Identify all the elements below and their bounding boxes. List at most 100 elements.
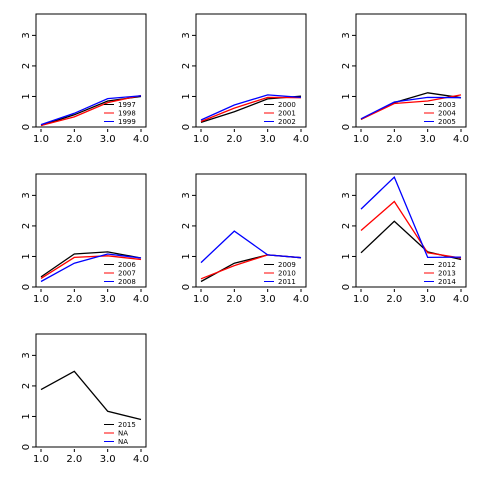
x-tick-label: 4.0 <box>293 294 309 305</box>
legend-label: 1997 <box>118 101 136 109</box>
x-tick-label: 4.0 <box>133 454 149 465</box>
x-tick-label: 4.0 <box>133 294 149 305</box>
x-tick-label: 3.0 <box>100 294 116 305</box>
x-tick-label: 1.0 <box>193 294 209 305</box>
legend-label: 2010 <box>278 270 296 278</box>
legend-label: 2006 <box>118 261 136 269</box>
legend-label: 2001 <box>278 110 296 118</box>
y-tick-label: 0 <box>21 284 32 290</box>
plot-frame <box>355 13 467 128</box>
y-tick-label: 0 <box>21 124 32 130</box>
y-tick-label: 2 <box>21 223 32 229</box>
x-tick-label: 4.0 <box>133 134 149 145</box>
x-tick-label: 1.0 <box>33 454 49 465</box>
x-tick-label: 1.0 <box>353 294 369 305</box>
plot-frame <box>355 173 467 288</box>
legend-label: 2013 <box>438 270 456 278</box>
series-line-2 <box>200 96 302 123</box>
legend-label: 2015 <box>118 421 136 429</box>
plot-frame <box>35 173 147 288</box>
x-tick-label: 2.0 <box>66 134 82 145</box>
y-tick-label: 0 <box>181 124 192 130</box>
x-tick-label: 2.0 <box>66 454 82 465</box>
y-tick-label: 3 <box>181 192 192 198</box>
y-tick-label: 3 <box>341 32 352 38</box>
y-tick-label: 1 <box>21 93 32 99</box>
plot-frame <box>35 333 147 448</box>
y-tick-label: 0 <box>21 444 32 450</box>
y-tick-label: 2 <box>341 63 352 69</box>
y-tick-label: 1 <box>181 253 192 259</box>
legend-label: 2011 <box>278 278 296 286</box>
y-tick-label: 1 <box>341 253 352 259</box>
x-tick-label: 3.0 <box>100 134 116 145</box>
series-line-3 <box>200 94 302 121</box>
series-line-1 <box>40 370 142 421</box>
y-tick-label: 2 <box>181 223 192 229</box>
legend-label: NA <box>118 438 128 446</box>
y-tick-label: 3 <box>21 192 32 198</box>
legend-label: 1998 <box>118 110 136 118</box>
legend-label: 2000 <box>278 101 296 109</box>
y-tick-label: 0 <box>341 284 352 290</box>
plot-frame <box>35 13 147 128</box>
y-tick-label: 2 <box>21 63 32 69</box>
legend-label: 2007 <box>118 270 136 278</box>
x-tick-label: 2.0 <box>386 294 402 305</box>
y-tick-label: 3 <box>181 32 192 38</box>
x-tick-label: 3.0 <box>260 134 276 145</box>
x-tick-label: 1.0 <box>193 134 209 145</box>
legend-label: 2003 <box>438 101 456 109</box>
series-line-3 <box>360 175 462 259</box>
y-tick-label: 2 <box>21 383 32 389</box>
y-tick-label: 3 <box>21 32 32 38</box>
series-line-2 <box>360 200 462 259</box>
plot-frame <box>195 173 307 288</box>
x-tick-label: 4.0 <box>453 134 469 145</box>
x-tick-label: 2.0 <box>226 294 242 305</box>
y-tick-label: 1 <box>21 253 32 259</box>
x-tick-label: 3.0 <box>420 134 436 145</box>
legend-label: 2002 <box>278 118 296 126</box>
series-line-3 <box>40 253 142 283</box>
legend-label: 2014 <box>438 278 456 286</box>
series-line-3 <box>360 96 462 120</box>
y-tick-label: 3 <box>21 352 32 358</box>
y-tick-label: 1 <box>181 93 192 99</box>
y-tick-label: 3 <box>341 192 352 198</box>
legend-label: NA <box>118 430 128 438</box>
x-tick-label: 2.0 <box>66 294 82 305</box>
series-line-3 <box>40 95 142 126</box>
plot-frame <box>195 13 307 128</box>
x-tick-label: 1.0 <box>353 134 369 145</box>
x-tick-label: 3.0 <box>420 294 436 305</box>
y-tick-label: 2 <box>181 63 192 69</box>
legend-label: 1999 <box>118 118 136 126</box>
series-line-2 <box>40 255 142 279</box>
legend-label: 2012 <box>438 261 456 269</box>
legend-label: 2005 <box>438 118 456 126</box>
x-tick-label: 4.0 <box>453 294 469 305</box>
legend-label: 2008 <box>118 278 136 286</box>
series-line-3 <box>200 230 302 264</box>
x-tick-label: 3.0 <box>100 454 116 465</box>
y-tick-label: 1 <box>21 413 32 419</box>
x-tick-label: 2.0 <box>386 134 402 145</box>
series-line-1 <box>40 251 142 278</box>
x-tick-label: 2.0 <box>226 134 242 145</box>
series-line-2 <box>40 94 142 127</box>
y-tick-label: 0 <box>341 124 352 130</box>
x-tick-label: 3.0 <box>260 294 276 305</box>
legend-label: 2004 <box>438 110 456 118</box>
x-tick-label: 1.0 <box>33 134 49 145</box>
x-tick-label: 4.0 <box>293 134 309 145</box>
x-tick-label: 1.0 <box>33 294 49 305</box>
y-tick-label: 0 <box>181 284 192 290</box>
